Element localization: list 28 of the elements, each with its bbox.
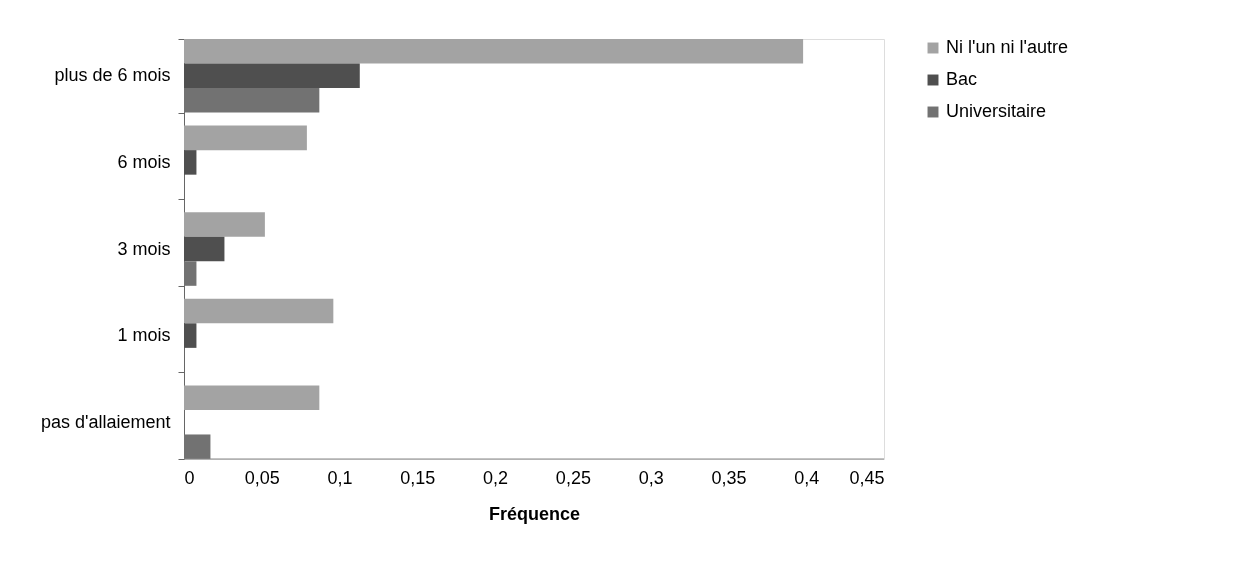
- bar: [184, 323, 197, 348]
- legend-label: Universitaire: [946, 101, 1047, 121]
- y-tick-label: 6 mois: [117, 151, 171, 172]
- bar: [184, 212, 265, 237]
- x-tick-label: 0,3: [638, 467, 664, 488]
- legend-label: Ni l'un ni l'autre: [946, 37, 1068, 57]
- bar: [184, 236, 225, 262]
- bar: [184, 63, 360, 89]
- y-tick-label: plus de 6 mois: [54, 65, 171, 86]
- x-tick-label: 0,45: [849, 467, 885, 488]
- legend-label: Bac: [946, 69, 978, 89]
- x-tick-label: 0,05: [244, 467, 280, 488]
- x-tick-label: 0,4: [794, 467, 820, 488]
- bar: [184, 298, 334, 324]
- x-axis-title: Fréquence: [488, 503, 581, 524]
- x-tick-label: 0,35: [711, 467, 747, 488]
- y-tick-label: pas d'allaiement: [40, 411, 171, 432]
- bar: [184, 125, 307, 151]
- x-tick-label: 0,2: [483, 467, 509, 488]
- y-tick-label: 1 mois: [117, 325, 171, 346]
- y-tick-label: 3 mois: [117, 238, 171, 259]
- bar: [184, 150, 197, 175]
- bar: [184, 385, 320, 410]
- x-tick-label: 0,25: [555, 467, 591, 488]
- x-tick-label: 0: [184, 467, 195, 488]
- x-tick-label: 0,1: [327, 467, 353, 488]
- x-tick-label: 0,15: [400, 467, 436, 488]
- bar: [184, 39, 804, 64]
